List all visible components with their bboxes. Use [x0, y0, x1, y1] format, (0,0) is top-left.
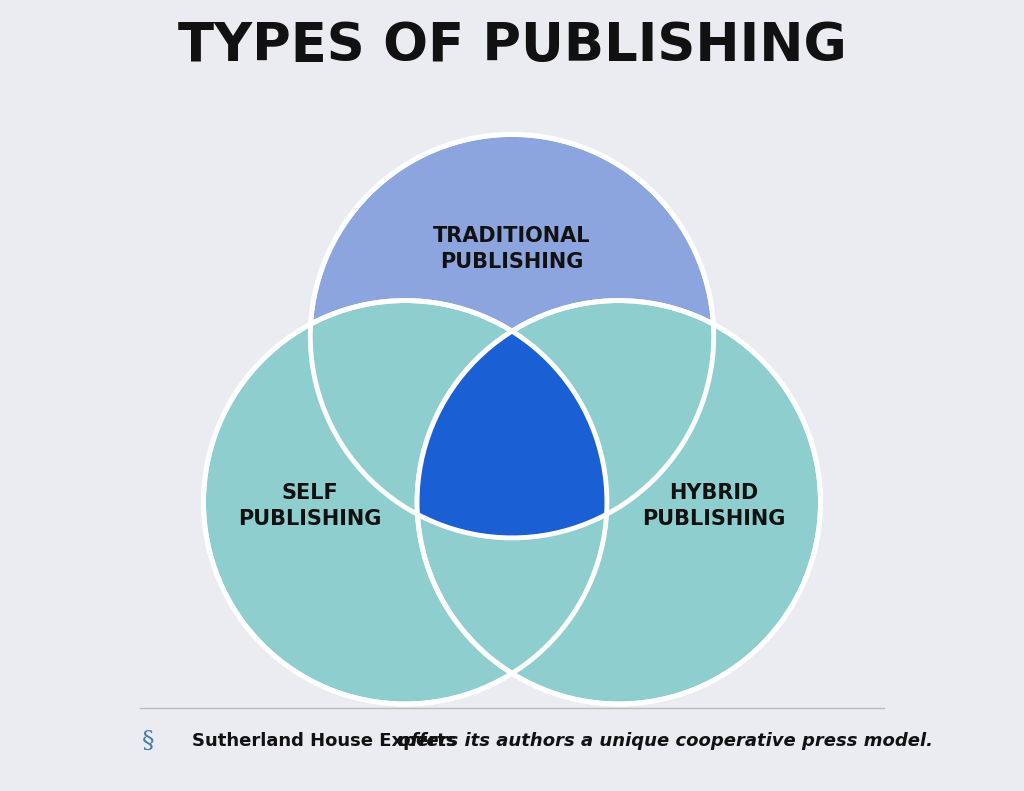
Text: §: §: [142, 729, 155, 753]
Text: TYPES OF PUBLISHING: TYPES OF PUBLISHING: [177, 20, 847, 72]
Text: offers its authors a unique cooperative press model.: offers its authors a unique cooperative …: [392, 732, 934, 750]
Circle shape: [204, 301, 607, 704]
Circle shape: [417, 301, 820, 704]
Text: HYBRID
PUBLISHING: HYBRID PUBLISHING: [642, 483, 785, 529]
Circle shape: [310, 134, 714, 538]
Text: SELF
PUBLISHING: SELF PUBLISHING: [239, 483, 382, 529]
Text: TRADITIONAL
PUBLISHING: TRADITIONAL PUBLISHING: [433, 226, 591, 272]
Text: Sutherland House Experts: Sutherland House Experts: [191, 732, 456, 750]
Polygon shape: [417, 331, 607, 538]
